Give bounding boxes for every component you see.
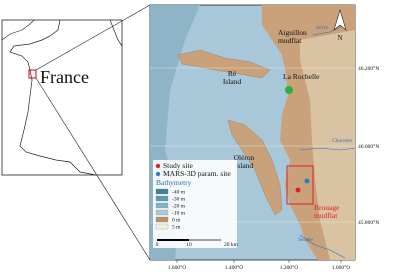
legend-label: -40 m	[172, 190, 186, 196]
study-area-box	[286, 165, 314, 205]
line: Island	[223, 77, 242, 86]
oleron-island	[227, 119, 283, 216]
legend-swatch	[155, 216, 169, 223]
river-label: Charente	[332, 138, 353, 144]
line: Brouage	[314, 203, 340, 212]
coastline	[1, 19, 35, 41]
study-area-box	[28, 69, 37, 79]
legend-label: -30 m	[172, 197, 186, 203]
coastline	[9, 19, 123, 176]
country-label: France	[40, 67, 89, 87]
river	[299, 234, 346, 259]
inset-frame	[1, 19, 123, 176]
scale-label: 10	[186, 242, 192, 248]
place-label: Brouage mudflat	[314, 203, 340, 220]
line: Island	[235, 161, 254, 170]
legend-label: MARS-3D param. site	[163, 169, 231, 178]
mainland-inland	[300, 30, 355, 260]
legend-swatch	[155, 223, 169, 230]
legend-title: Bathymetry	[156, 178, 192, 187]
lon-label: 1.400°O	[225, 264, 244, 271]
bathymetry-legend: -40 m-30 m-20 m-10 m0 m5 m	[155, 188, 186, 231]
lon-label: 1.000°O	[332, 264, 351, 271]
legend-label: -10 m	[172, 211, 186, 217]
lat-label: 45.800°N	[358, 219, 379, 226]
place-label: Aiguillon mudflat	[278, 28, 307, 45]
re-island	[177, 49, 271, 79]
legend-label: Study site	[163, 161, 193, 170]
legend-swatch	[155, 188, 169, 195]
connector	[35, 77, 151, 261]
legend-label: 5 m	[172, 225, 181, 231]
river	[299, 147, 356, 151]
axes: 46.200°N 46.000°N 45.800°N 1.600°O 1.400°O 1.…	[168, 65, 380, 271]
legend-swatch	[155, 163, 161, 169]
north-label: N	[337, 34, 342, 42]
line: mudflat	[314, 211, 338, 220]
legend-swatch	[155, 195, 169, 202]
legend-swatch	[155, 202, 169, 209]
lat-label: 46.000°N	[358, 143, 379, 150]
river-label: Seudre	[298, 237, 314, 243]
legend-swatch	[155, 171, 161, 177]
lon-label: 1.600°O	[168, 264, 187, 271]
lon-label: 1.200°O	[280, 264, 299, 271]
scale-label: 20 km	[224, 242, 239, 248]
mars-site	[304, 178, 310, 184]
place-label: Oléron Island	[234, 153, 255, 170]
legend-label: -20 m	[172, 204, 186, 210]
place-label: Ré Island	[223, 69, 242, 86]
scale-label: 0	[156, 242, 159, 248]
main-map: N Aiguillon mudflat Sèvre Ré Island La Roc…	[149, 4, 356, 261]
line: Ré	[228, 69, 237, 78]
river	[312, 24, 346, 36]
study-site	[295, 187, 301, 193]
legend-label: 0 m	[172, 218, 181, 224]
legend-swatch	[155, 209, 169, 216]
connector	[35, 4, 151, 71]
lat-label: 46.200°N	[358, 65, 379, 72]
line: Aiguillon	[278, 28, 307, 37]
line: mudflat	[278, 36, 302, 45]
north-arrow	[333, 8, 347, 31]
la-rochelle-marker	[285, 86, 293, 94]
line: Oléron	[234, 153, 255, 162]
place-label: La Rochelle	[283, 72, 320, 81]
inset: France	[1, 19, 123, 176]
river-label: Sèvre	[316, 25, 329, 31]
